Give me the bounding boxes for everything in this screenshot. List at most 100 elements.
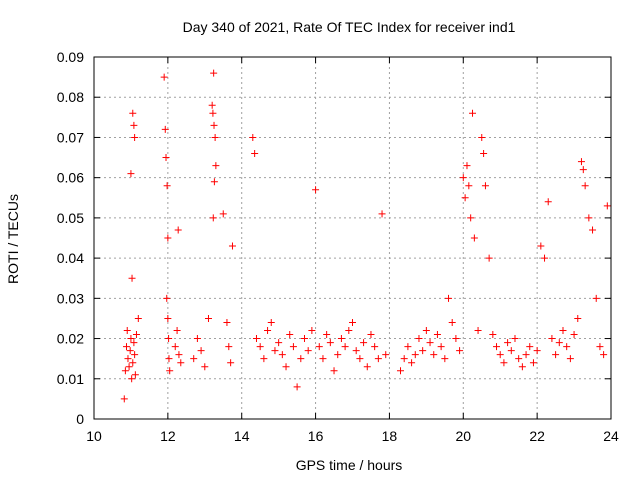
data-point (163, 182, 171, 190)
x-tick-label: 18 (382, 428, 398, 444)
data-point (352, 347, 360, 355)
data-point (411, 351, 419, 359)
data-point (128, 375, 136, 383)
tick-labels: 10 12 14 16 18 20 22 24 0 0.01 0.02 0.03 0.04 0.05 0.0… (57, 49, 619, 444)
data-point (210, 121, 218, 129)
data-point (128, 274, 136, 282)
data-point (363, 363, 371, 371)
data-point (419, 347, 427, 355)
data-point (125, 363, 133, 371)
data-point (526, 343, 534, 351)
data-point (356, 355, 364, 363)
data-point (596, 343, 604, 351)
x-tick-label: 10 (86, 428, 102, 444)
data-point (465, 182, 473, 190)
data-point (415, 335, 423, 343)
data-point (511, 335, 519, 343)
data-point (121, 367, 129, 375)
data-point (249, 133, 257, 141)
data-point (228, 242, 236, 250)
data-point (400, 355, 408, 363)
data-point (175, 351, 183, 359)
data-point (537, 242, 545, 250)
data-point (504, 339, 512, 347)
data-point (548, 335, 556, 343)
data-point (374, 355, 382, 363)
x-axis-title: GPS time / hours (296, 457, 403, 473)
chart-title: Day 340 of 2021, Rate Of TEC Index for r… (183, 19, 516, 35)
data-point (260, 355, 268, 363)
data-point (480, 150, 488, 158)
data-point (312, 186, 320, 194)
data-point (123, 327, 131, 335)
data-point (581, 182, 589, 190)
data-point (252, 335, 260, 343)
data-point (552, 351, 560, 359)
y-tick-label: 0.01 (57, 371, 84, 387)
data-point (603, 202, 611, 210)
data-point (129, 109, 137, 117)
data-point (518, 363, 526, 371)
data-point (319, 355, 327, 363)
data-point (132, 331, 140, 339)
data-point (559, 327, 567, 335)
data-point (256, 343, 264, 351)
x-tick-label: 24 (603, 428, 619, 444)
y-axis-title: ROTI / TECUs (5, 194, 21, 284)
y-tick-label: 0.04 (57, 250, 84, 266)
data-point (171, 343, 179, 351)
data-point (126, 347, 134, 355)
data-point (533, 347, 541, 355)
data-point (600, 351, 608, 359)
data-point (275, 339, 283, 347)
data-point (541, 254, 549, 262)
y-tick-label: 0.07 (57, 129, 84, 145)
x-tick-label: 12 (160, 428, 176, 444)
data-point (474, 327, 482, 335)
data-point (134, 314, 142, 322)
data-point (120, 395, 128, 403)
data-point (330, 367, 338, 375)
data-point (160, 73, 168, 81)
data-point (197, 347, 205, 355)
data-point (264, 327, 272, 335)
data-point (127, 335, 135, 343)
data-point (515, 355, 523, 363)
data-point (267, 318, 275, 326)
data-point (173, 327, 181, 335)
data-point (204, 314, 212, 322)
data-point (129, 359, 137, 367)
data-point (430, 351, 438, 359)
data-point (452, 335, 460, 343)
data-point (211, 133, 219, 141)
data-point (367, 331, 375, 339)
data-point (445, 294, 453, 302)
data-point (323, 331, 331, 339)
data-points (120, 69, 611, 403)
data-point (131, 371, 139, 379)
data-point (478, 133, 486, 141)
data-point (130, 121, 138, 129)
data-point (300, 335, 308, 343)
data-point (574, 314, 582, 322)
data-point (470, 234, 478, 242)
data-point (124, 355, 132, 363)
data-point (345, 327, 353, 335)
data-point (570, 331, 578, 339)
data-point (485, 254, 493, 262)
data-point (337, 335, 345, 343)
plot-frame (93, 56, 612, 420)
data-point (131, 133, 139, 141)
data-point (397, 367, 405, 375)
data-point (271, 347, 279, 355)
data-point (162, 154, 170, 162)
data-point (500, 359, 508, 367)
data-point (122, 343, 130, 351)
y-tick-label: 0.03 (57, 290, 84, 306)
data-point (448, 318, 456, 326)
data-point (382, 351, 390, 359)
data-point (461, 194, 469, 202)
y-tick-label: 0.06 (57, 170, 84, 186)
x-tick-label: 14 (234, 428, 250, 444)
